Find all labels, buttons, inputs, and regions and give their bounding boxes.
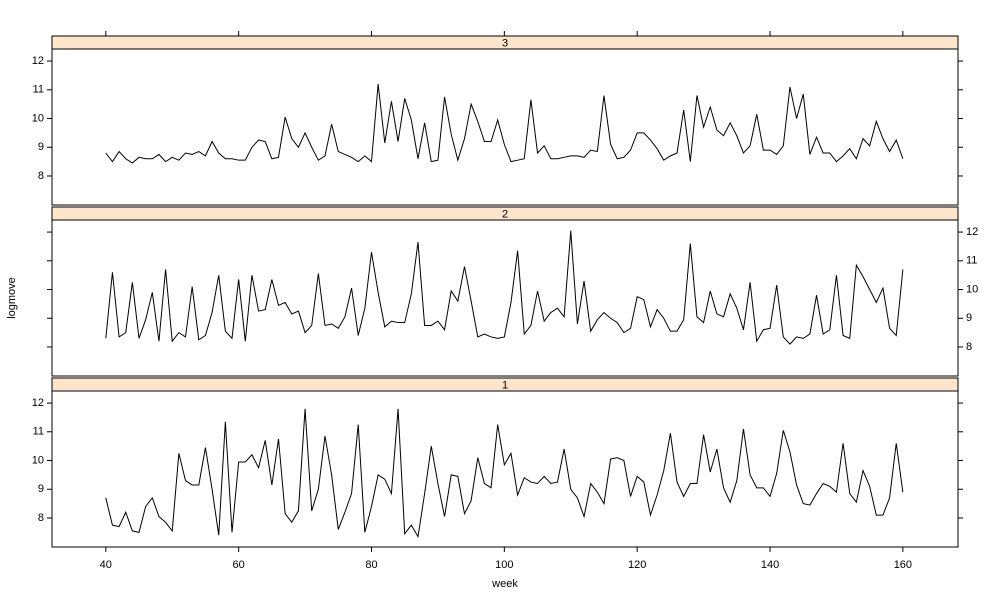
strip-label: 2 — [502, 208, 508, 220]
y-axis-label: logmove — [6, 277, 18, 319]
y-tick-label: 10 — [32, 112, 44, 124]
y-tick-label: 10 — [966, 283, 978, 295]
x-tick-label: 120 — [628, 559, 646, 571]
y-tick-label: 11 — [966, 255, 977, 267]
data-line — [105, 408, 904, 539]
y-tick-label: 8 — [38, 170, 44, 182]
x-axis-label: week — [491, 578, 518, 590]
y-tick-label: 9 — [966, 312, 972, 324]
y-tick-label: 9 — [38, 483, 44, 495]
y-tick-label: 11 — [33, 426, 44, 438]
panel-frame — [51, 48, 959, 206]
x-tick-label: 140 — [761, 559, 779, 571]
strip-label: 1 — [502, 379, 508, 391]
strip-label: 3 — [502, 37, 508, 49]
panel-frame — [51, 390, 959, 548]
y-tick-label: 11 — [33, 84, 44, 96]
x-tick-label: 100 — [495, 559, 513, 571]
y-tick-label: 12 — [966, 226, 978, 238]
y-tick-label: 12 — [32, 55, 44, 67]
x-tick-label: 60 — [233, 559, 245, 571]
x-tick-label: 160 — [894, 559, 912, 571]
y-tick-label: 12 — [32, 397, 44, 409]
panel-frame — [51, 219, 959, 377]
data-line — [105, 230, 904, 345]
x-tick-label: 40 — [100, 559, 112, 571]
y-tick-label: 10 — [32, 454, 44, 466]
y-tick-label: 9 — [38, 141, 44, 153]
y-tick-label: 8 — [38, 512, 44, 524]
y-tick-label: 8 — [966, 341, 972, 353]
x-tick-label: 80 — [365, 559, 377, 571]
data-line — [105, 83, 904, 164]
